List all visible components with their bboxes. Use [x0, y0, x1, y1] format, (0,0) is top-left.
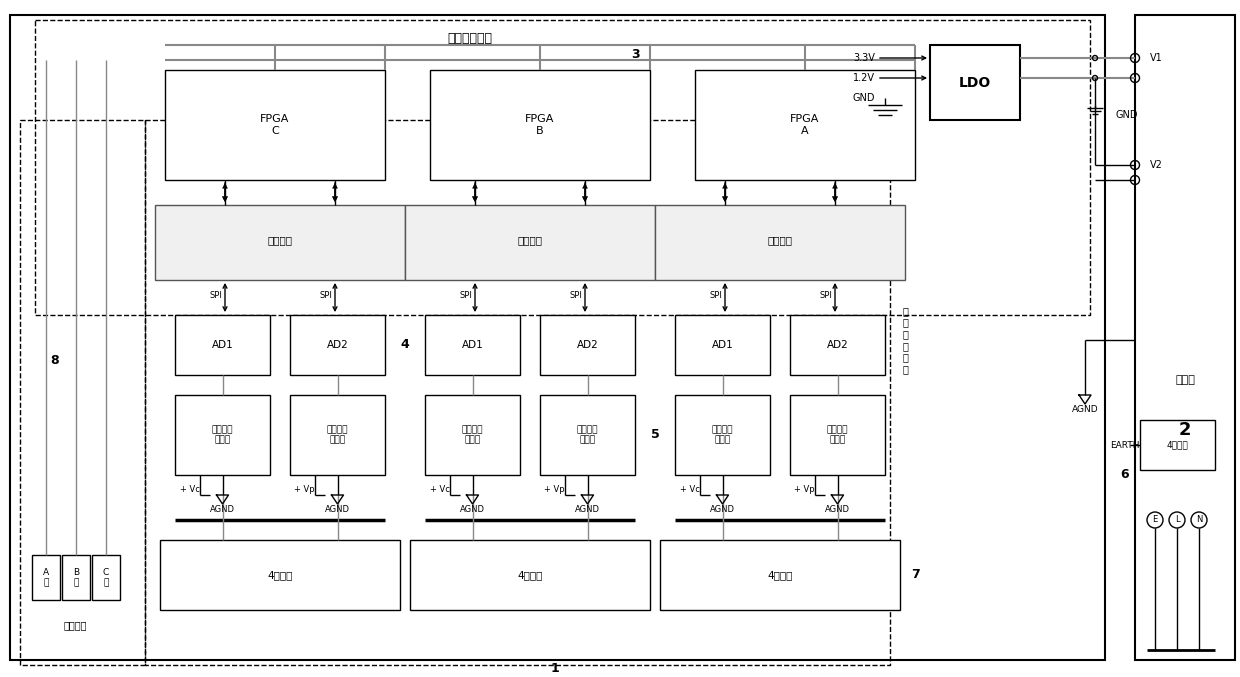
- Bar: [930, 45, 1021, 120]
- Text: V1: V1: [1149, 53, 1163, 63]
- Text: AGND: AGND: [325, 506, 350, 515]
- Bar: [165, 70, 384, 180]
- Text: SPI: SPI: [460, 290, 472, 299]
- Text: + Vp: + Vp: [795, 485, 815, 494]
- Bar: [790, 395, 885, 475]
- Text: 7: 7: [910, 569, 919, 582]
- Bar: [425, 395, 520, 475]
- Text: 3.3V: 3.3V: [853, 53, 875, 63]
- Bar: [290, 315, 384, 375]
- Text: AGND: AGND: [575, 506, 600, 515]
- Text: B
相: B 相: [73, 568, 79, 587]
- Text: AD1: AD1: [212, 340, 233, 350]
- Text: 电源板: 电源板: [1176, 375, 1195, 385]
- Text: + Vc: + Vc: [680, 485, 701, 494]
- Bar: [175, 395, 270, 475]
- Text: 二阶低通
滤波器: 二阶低通 滤波器: [327, 425, 348, 445]
- Text: SPI: SPI: [320, 290, 332, 299]
- Text: AGND: AGND: [711, 506, 735, 515]
- Bar: [1140, 420, 1215, 470]
- Bar: [155, 205, 405, 280]
- Bar: [405, 205, 655, 280]
- Text: 5: 5: [651, 429, 660, 441]
- Bar: [660, 540, 900, 610]
- Text: 光纤发送: 光纤发送: [63, 620, 87, 630]
- Bar: [425, 315, 520, 375]
- Text: 3: 3: [631, 49, 640, 62]
- Bar: [32, 555, 60, 600]
- Text: FPGA
C: FPGA C: [260, 114, 290, 136]
- Text: AD2: AD2: [326, 340, 348, 350]
- Bar: [539, 395, 635, 475]
- Bar: [430, 70, 650, 180]
- Text: 二阶低通
滤波器: 二阶低通 滤波器: [577, 425, 598, 445]
- Text: FPGA
B: FPGA B: [526, 114, 554, 136]
- Text: 二阶低通
滤波器: 二阶低通 滤波器: [212, 425, 233, 445]
- Text: + Vp: + Vp: [294, 485, 315, 494]
- Text: 数字隔离: 数字隔离: [268, 235, 293, 245]
- Text: 模
拟
电
路
部
分: 模 拟 电 路 部 分: [901, 306, 908, 374]
- Text: V2: V2: [1149, 160, 1163, 170]
- Text: 数字隔离: 数字隔离: [768, 235, 792, 245]
- Bar: [655, 205, 905, 280]
- Text: 二阶低通
滤波器: 二阶低通 滤波器: [461, 425, 484, 445]
- Text: 4芯航插: 4芯航插: [517, 570, 543, 580]
- Text: GND: GND: [1115, 110, 1137, 120]
- Text: 4芯航插: 4芯航插: [268, 570, 293, 580]
- Text: C
相: C 相: [103, 568, 109, 587]
- Text: AGND: AGND: [460, 506, 485, 515]
- Text: 2: 2: [1179, 421, 1192, 439]
- Bar: [1135, 15, 1235, 660]
- Text: AD1: AD1: [461, 340, 484, 350]
- Text: 6: 6: [1121, 468, 1130, 481]
- Text: 二阶低通
滤波器: 二阶低通 滤波器: [712, 425, 733, 445]
- Text: FPGA
A: FPGA A: [790, 114, 820, 136]
- Text: SPI: SPI: [570, 290, 583, 299]
- Text: 4芯航插: 4芯航插: [768, 570, 792, 580]
- Text: 1: 1: [551, 661, 559, 674]
- Text: GND: GND: [853, 93, 875, 103]
- Text: SPI: SPI: [820, 290, 833, 299]
- Bar: [145, 120, 890, 665]
- Text: + Vc: + Vc: [180, 485, 200, 494]
- Text: + Vc: + Vc: [430, 485, 450, 494]
- Bar: [92, 555, 120, 600]
- Text: E: E: [1152, 515, 1158, 525]
- Bar: [675, 395, 770, 475]
- Text: + Vp: + Vp: [544, 485, 565, 494]
- Bar: [160, 540, 401, 610]
- Text: SPI: SPI: [210, 290, 223, 299]
- Text: 二阶低通
滤波器: 二阶低通 滤波器: [827, 425, 848, 445]
- Text: A
相: A 相: [43, 568, 50, 587]
- Bar: [35, 20, 1090, 315]
- Text: 4芯航插: 4芯航插: [1167, 441, 1188, 450]
- Text: 4: 4: [401, 338, 409, 351]
- Bar: [694, 70, 915, 180]
- Bar: [175, 315, 270, 375]
- Text: 数字隔离: 数字隔离: [517, 235, 543, 245]
- Text: AGND: AGND: [1071, 406, 1099, 414]
- Bar: [10, 15, 1105, 660]
- Text: L: L: [1174, 515, 1179, 525]
- Bar: [20, 120, 145, 665]
- Text: AD2: AD2: [827, 340, 848, 350]
- Bar: [410, 540, 650, 610]
- Bar: [290, 395, 384, 475]
- Text: 1.2V: 1.2V: [853, 73, 875, 83]
- Text: SPI: SPI: [711, 290, 723, 299]
- Bar: [675, 315, 770, 375]
- Text: AGND: AGND: [825, 506, 849, 515]
- Text: AD2: AD2: [577, 340, 599, 350]
- Bar: [790, 315, 885, 375]
- Text: LDO: LDO: [959, 76, 991, 90]
- Text: 数字电路部分: 数字电路部分: [448, 32, 492, 45]
- Text: N: N: [1195, 515, 1203, 525]
- Bar: [62, 555, 91, 600]
- Text: AD1: AD1: [712, 340, 733, 350]
- Text: AGND: AGND: [210, 506, 236, 515]
- Text: EARTH: EARTH: [1110, 441, 1140, 450]
- Text: 8: 8: [51, 353, 60, 366]
- Bar: [539, 315, 635, 375]
